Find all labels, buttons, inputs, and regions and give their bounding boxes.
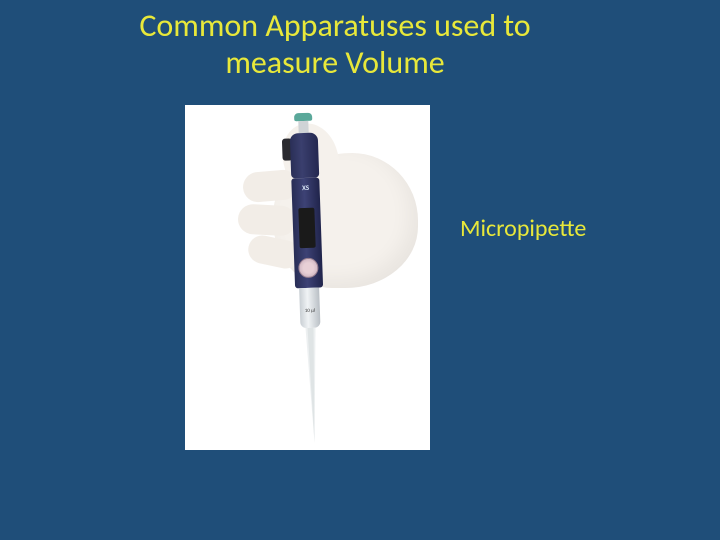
gloved-hand xyxy=(243,123,423,303)
slide-title: Common Apparatuses used to measure Volum… xyxy=(95,8,575,82)
pipette-body-upper xyxy=(290,132,320,178)
pipette-image: XS 10 µl xyxy=(185,105,430,450)
model-label: XS xyxy=(295,183,315,193)
volume-counter xyxy=(298,208,315,249)
collar-label: 10 µl xyxy=(302,308,318,315)
plunger-stem xyxy=(298,121,308,133)
image-caption: Micropipette xyxy=(460,214,586,243)
